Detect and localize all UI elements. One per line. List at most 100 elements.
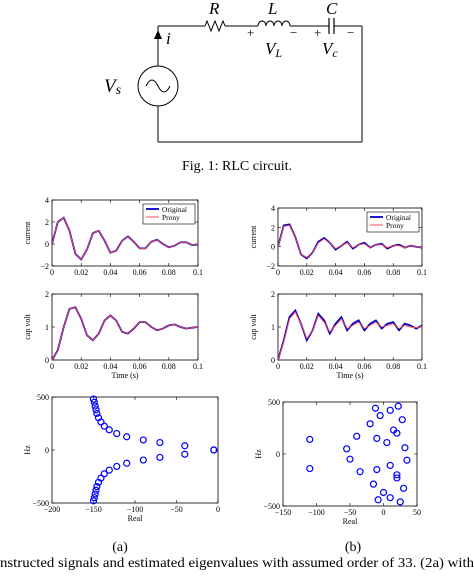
eigenvalue-marker — [393, 474, 401, 482]
eigenvalue-marker — [346, 455, 354, 463]
inductor-plus: + — [247, 25, 254, 40]
y-tick-label: −500 — [263, 502, 280, 511]
resistor-symbol — [204, 19, 226, 33]
y-tick-label: 0 — [45, 240, 49, 249]
plot-frame — [51, 293, 199, 361]
eigenvalue-marker — [113, 462, 121, 471]
x-tick-label: 0.02 — [300, 268, 314, 277]
eigenvalue-marker — [181, 450, 189, 458]
chart-b-capvolt: 0 0.02 0.04 0.06 0.08 0.1 0 1 2 Time (s) cap volt — [249, 290, 427, 380]
x-axis-label: Time (s) — [111, 371, 138, 380]
x-tick-label: 0.06 — [133, 362, 147, 371]
label-l: L — [267, 0, 277, 18]
eigenvalue-marker — [394, 402, 402, 410]
series-line-prony — [277, 311, 423, 361]
eigenvalue-marker — [343, 445, 351, 453]
x-tick-label: 0.1 — [417, 362, 427, 371]
eigenvalue-marker — [89, 497, 98, 505]
chart-b-current: 0 0.02 0.04 0.06 0.08 0.1−2024currentOriginal… — [249, 204, 427, 277]
x-tick-label: 0.1 — [417, 268, 427, 277]
label-vc-main: V — [322, 39, 335, 58]
y-tick-label: 1 — [45, 323, 49, 332]
x-tick-label: 0.08 — [386, 362, 400, 371]
eigenvalue-marker — [374, 496, 382, 504]
x-tick-label: −50 — [344, 508, 357, 517]
label-vs: Vs — [104, 76, 122, 98]
eigenvalue-marker — [100, 470, 108, 478]
eigenvalue-marker — [353, 432, 361, 440]
legend-entry: Original — [162, 205, 187, 214]
eigenvalue-marker — [105, 426, 113, 434]
eigenvalue-marker — [210, 446, 218, 454]
x-axis-label: Real — [343, 517, 358, 526]
current-arrow-icon — [154, 30, 162, 39]
y-axis-label: cap volt — [23, 313, 32, 339]
legend-entry: Prony — [162, 213, 180, 222]
x-tick-label: 0.02 — [74, 268, 88, 277]
x-tick-label: 50 — [413, 508, 421, 517]
eigenvalue-marker — [386, 406, 394, 414]
label-vc: Vc — [322, 39, 338, 60]
eigenvalue-marker — [92, 486, 100, 494]
eigenvalue-marker — [373, 466, 381, 474]
eigenvalue-marker — [93, 482, 101, 491]
y-tick-label: 0 — [271, 243, 275, 252]
x-tick-label: 0.06 — [357, 268, 371, 277]
y-axis-label: cap volt — [249, 313, 258, 339]
x-tick-label: −150 — [275, 508, 292, 517]
y-tick-label: 4 — [45, 196, 49, 205]
x-tick-label: 0.08 — [386, 268, 400, 277]
y-axis-label: Hz — [23, 445, 32, 455]
series-line-prony — [277, 224, 423, 258]
eigenvalue-marker — [123, 433, 131, 441]
x-tick-label: 0.06 — [133, 268, 147, 277]
x-tick-label: −150 — [85, 505, 102, 514]
x-tick-label: −100 — [308, 508, 325, 517]
y-tick-label: 1 — [271, 323, 275, 332]
eigenvalue-marker — [89, 395, 98, 403]
x-tick-label: 0.04 — [103, 362, 117, 371]
eigenvalue-marker — [356, 468, 364, 476]
eigenvalue-marker — [373, 434, 381, 442]
rlc-circuit-diagram: R L C i + − + − VL Vc Vs — [104, 0, 363, 143]
y-tick-label: −500 — [32, 499, 49, 508]
eigenvalue-marker — [379, 488, 388, 497]
y-tick-label: −2 — [266, 262, 275, 271]
y-axis-label: current — [249, 225, 258, 248]
x-tick-label: 0.02 — [74, 362, 88, 371]
x-tick-label: 0.04 — [329, 362, 343, 371]
label-r: R — [208, 0, 220, 18]
x-tick-label: 0 — [216, 505, 220, 514]
legend-entry: Prony — [386, 221, 404, 230]
y-tick-label: 500 — [37, 393, 49, 402]
eigenvalue-marker — [306, 435, 314, 444]
eigenvalue-marker — [92, 406, 100, 414]
inductor-symbol — [257, 20, 291, 27]
x-tick-label: 0.1 — [193, 362, 203, 371]
figure-2-plots: 0 0.02 0.04 0.06 0.08 0.1 −2 0 2 4 current Original… — [23, 196, 427, 526]
chart-a-capvolt: 0 0.02 0.04 0.06 0.08 0.1 0 1 2 Time (s) cap volt — [23, 290, 203, 380]
plot-frame — [51, 396, 219, 504]
y-tick-label: 2 — [271, 290, 275, 299]
x-tick-label: −100 — [127, 505, 144, 514]
eigenvalue-marker — [91, 490, 99, 498]
x-axis-label: Real — [128, 514, 143, 523]
y-tick-label: 2 — [45, 290, 49, 299]
x-axis-label: Time (s) — [336, 371, 363, 380]
eigenvalue-marker — [403, 456, 411, 464]
label-c: C — [326, 0, 338, 18]
y-tick-label: 2 — [45, 218, 49, 227]
voltage-source-symbol — [137, 65, 179, 107]
label-vs-main: V — [104, 76, 118, 97]
capacitor-plus: + — [314, 25, 321, 40]
x-tick-label: 0.08 — [162, 362, 176, 371]
panel-label-b: (b) — [345, 540, 362, 555]
eigenvalue-marker — [100, 422, 108, 430]
x-tick-label: 0.04 — [103, 268, 117, 277]
series-line-prony — [51, 216, 199, 261]
eigenvalue-marker — [139, 436, 147, 444]
